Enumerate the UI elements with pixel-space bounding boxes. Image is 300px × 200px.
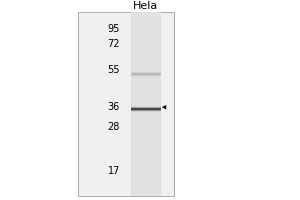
Bar — [78, 12, 174, 196]
Text: Hela: Hela — [133, 1, 158, 11]
Text: 55: 55 — [107, 65, 120, 75]
Text: 95: 95 — [108, 24, 120, 34]
Text: 72: 72 — [107, 39, 120, 49]
Text: 36: 36 — [108, 102, 120, 112]
Text: 17: 17 — [108, 166, 120, 176]
Text: 28: 28 — [108, 122, 120, 132]
